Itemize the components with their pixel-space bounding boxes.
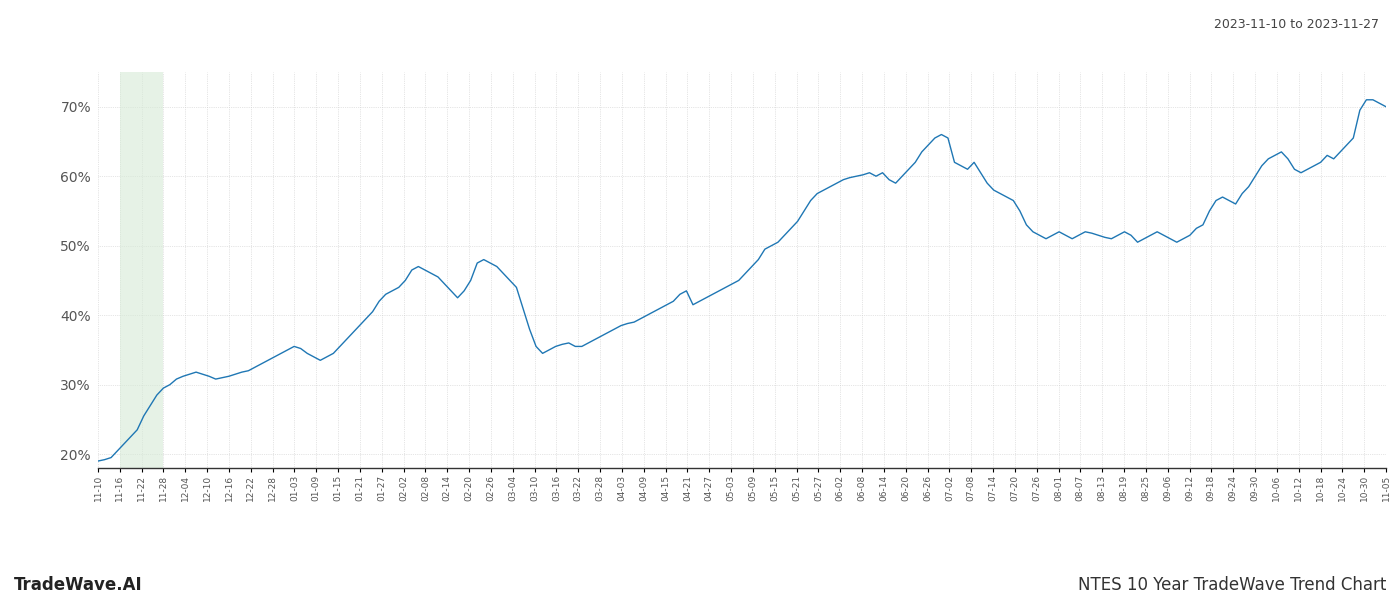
Text: NTES 10 Year TradeWave Trend Chart: NTES 10 Year TradeWave Trend Chart [1078, 576, 1386, 594]
Bar [120, 72, 164, 468]
Text: 2023-11-10 to 2023-11-27: 2023-11-10 to 2023-11-27 [1214, 18, 1379, 31]
Text: TradeWave.AI: TradeWave.AI [14, 576, 143, 594]
